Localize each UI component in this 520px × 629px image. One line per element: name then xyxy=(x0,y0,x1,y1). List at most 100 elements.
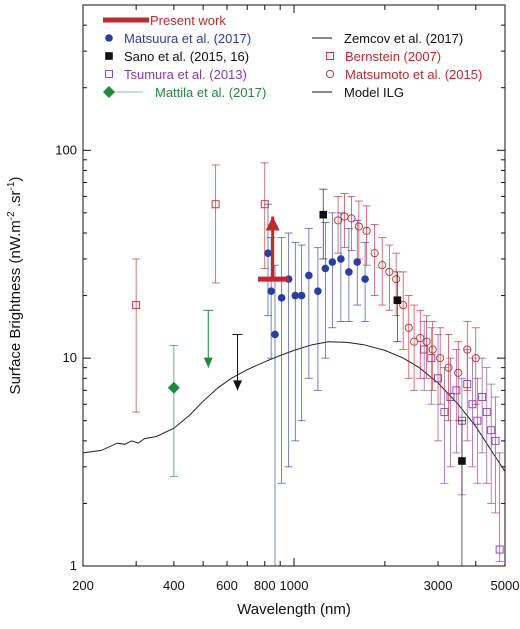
upper-limit-arrow-head xyxy=(233,380,243,391)
legend-swatch-marker xyxy=(103,86,115,98)
present-work-arrow-head xyxy=(265,216,280,231)
data-point xyxy=(440,408,449,417)
legend-item: Present work xyxy=(103,13,226,28)
data-point xyxy=(345,268,353,276)
data-point xyxy=(392,275,401,284)
legend-swatch-marker xyxy=(105,52,113,60)
data-point xyxy=(362,226,371,235)
y-axis-title-end: ) xyxy=(7,177,24,182)
series-mattila-et-al-2017 xyxy=(167,309,214,477)
series-tsumura-et-al-2013 xyxy=(420,321,504,562)
legend-item: Sano et al. (2015, 16) xyxy=(105,49,249,64)
data-point xyxy=(463,345,472,354)
data-point xyxy=(319,210,328,219)
series-matsumoto-et-al-2015 xyxy=(334,193,480,422)
data-point xyxy=(370,249,379,258)
data-point xyxy=(446,393,455,401)
legend-label: Tsumura et al. (2013) xyxy=(124,67,247,82)
data-point xyxy=(436,354,445,363)
data-point xyxy=(410,337,419,346)
series-bernstein-2007 xyxy=(132,162,269,413)
plot-frame xyxy=(82,4,506,567)
data-point xyxy=(491,436,500,445)
series-zemcov-et-al-2017 xyxy=(232,334,243,391)
data-point xyxy=(452,386,461,395)
legend-label: Zemcov et al. (2017) xyxy=(344,31,463,46)
data-point xyxy=(428,345,437,354)
data-point xyxy=(354,222,363,231)
y-tick-label: 100 xyxy=(55,142,77,157)
model-ilg-line xyxy=(82,341,506,472)
legend-label: Present work xyxy=(150,13,226,28)
legend-label: Sano et al. (2015, 16) xyxy=(124,49,249,64)
data-point xyxy=(328,258,337,266)
y-axis-title: Surface Brightness (nW.m-2 .sr-1) xyxy=(6,177,24,395)
data-point xyxy=(393,296,402,305)
data-point xyxy=(478,393,487,401)
legend-swatch-marker xyxy=(105,34,113,42)
x-tick-label: 1000 xyxy=(280,578,309,593)
data-point xyxy=(305,271,313,280)
data-point xyxy=(353,258,362,266)
legend-label: Bernstein (2007) xyxy=(345,49,441,64)
data-point xyxy=(321,264,330,273)
data-point xyxy=(399,301,408,310)
data-point xyxy=(427,354,436,363)
data-point xyxy=(454,368,463,377)
legend-item: Tsumura et al. (2013) xyxy=(105,67,247,82)
x-tick-label: 600 xyxy=(216,578,238,593)
legend-label: Model ILG xyxy=(344,85,404,100)
legend-label: Matsumoto et al. (2015) xyxy=(345,67,482,82)
series-sano-et-al-2015-16 xyxy=(319,188,466,566)
y-axis-title-sup2: -1 xyxy=(6,181,17,190)
x-tick-label: 200 xyxy=(72,578,94,593)
x-tick-label: 800 xyxy=(254,578,276,593)
legend-item: Matsumoto et al. (2015) xyxy=(325,67,482,82)
legend-item: Matsuura et al. (2017) xyxy=(105,31,251,46)
legend-label: Matsuura et al. (2017) xyxy=(124,31,251,46)
data-point xyxy=(277,294,286,302)
data-point xyxy=(385,267,394,276)
data-point xyxy=(482,408,491,417)
data-point xyxy=(264,249,272,257)
data-point xyxy=(434,374,442,383)
x-tick-label: 3000 xyxy=(424,578,453,593)
data-point xyxy=(291,291,300,300)
data-point xyxy=(416,333,425,343)
data-point xyxy=(337,255,345,263)
y-tick-label: 10 xyxy=(63,350,77,365)
y-axis-title-sup1: -2 xyxy=(6,211,17,220)
legend-item: Zemcov et al. (2017) xyxy=(312,31,463,46)
data-marks xyxy=(132,162,504,566)
legend-item: Bernstein (2007) xyxy=(326,49,441,64)
data-point xyxy=(458,457,466,465)
data-point xyxy=(347,214,356,223)
data-point xyxy=(334,216,343,225)
model-ilg-curve xyxy=(82,341,506,472)
plot-border xyxy=(82,4,506,567)
legend-swatch-marker xyxy=(325,69,335,79)
data-point xyxy=(211,200,220,209)
legend-swatch-marker xyxy=(326,52,334,60)
data-point xyxy=(444,363,453,372)
legend-item: Mattila et al. (2017) xyxy=(103,85,266,100)
data-point xyxy=(404,323,413,332)
series-matsuura-et-al-2017 xyxy=(263,203,370,566)
upper-limit-arrow-head xyxy=(203,357,213,368)
legend: Present work Matsuura et al. (2017) Sano e… xyxy=(103,13,482,100)
data-point xyxy=(487,426,496,435)
x-axis-title: Wavelength (nm) xyxy=(237,601,351,618)
x-tick-label: 5000 xyxy=(491,578,520,593)
data-point xyxy=(420,345,429,354)
legend-item: Model ILG xyxy=(312,85,404,100)
data-point xyxy=(314,287,322,295)
data-point xyxy=(271,330,279,339)
data-point xyxy=(471,354,480,363)
data-point xyxy=(267,287,275,295)
data-point xyxy=(361,275,369,283)
data-point xyxy=(378,261,387,270)
legend-label: Mattila et al. (2017) xyxy=(155,85,266,100)
data-point xyxy=(422,337,431,346)
y-tick-label: 1 xyxy=(70,558,77,573)
